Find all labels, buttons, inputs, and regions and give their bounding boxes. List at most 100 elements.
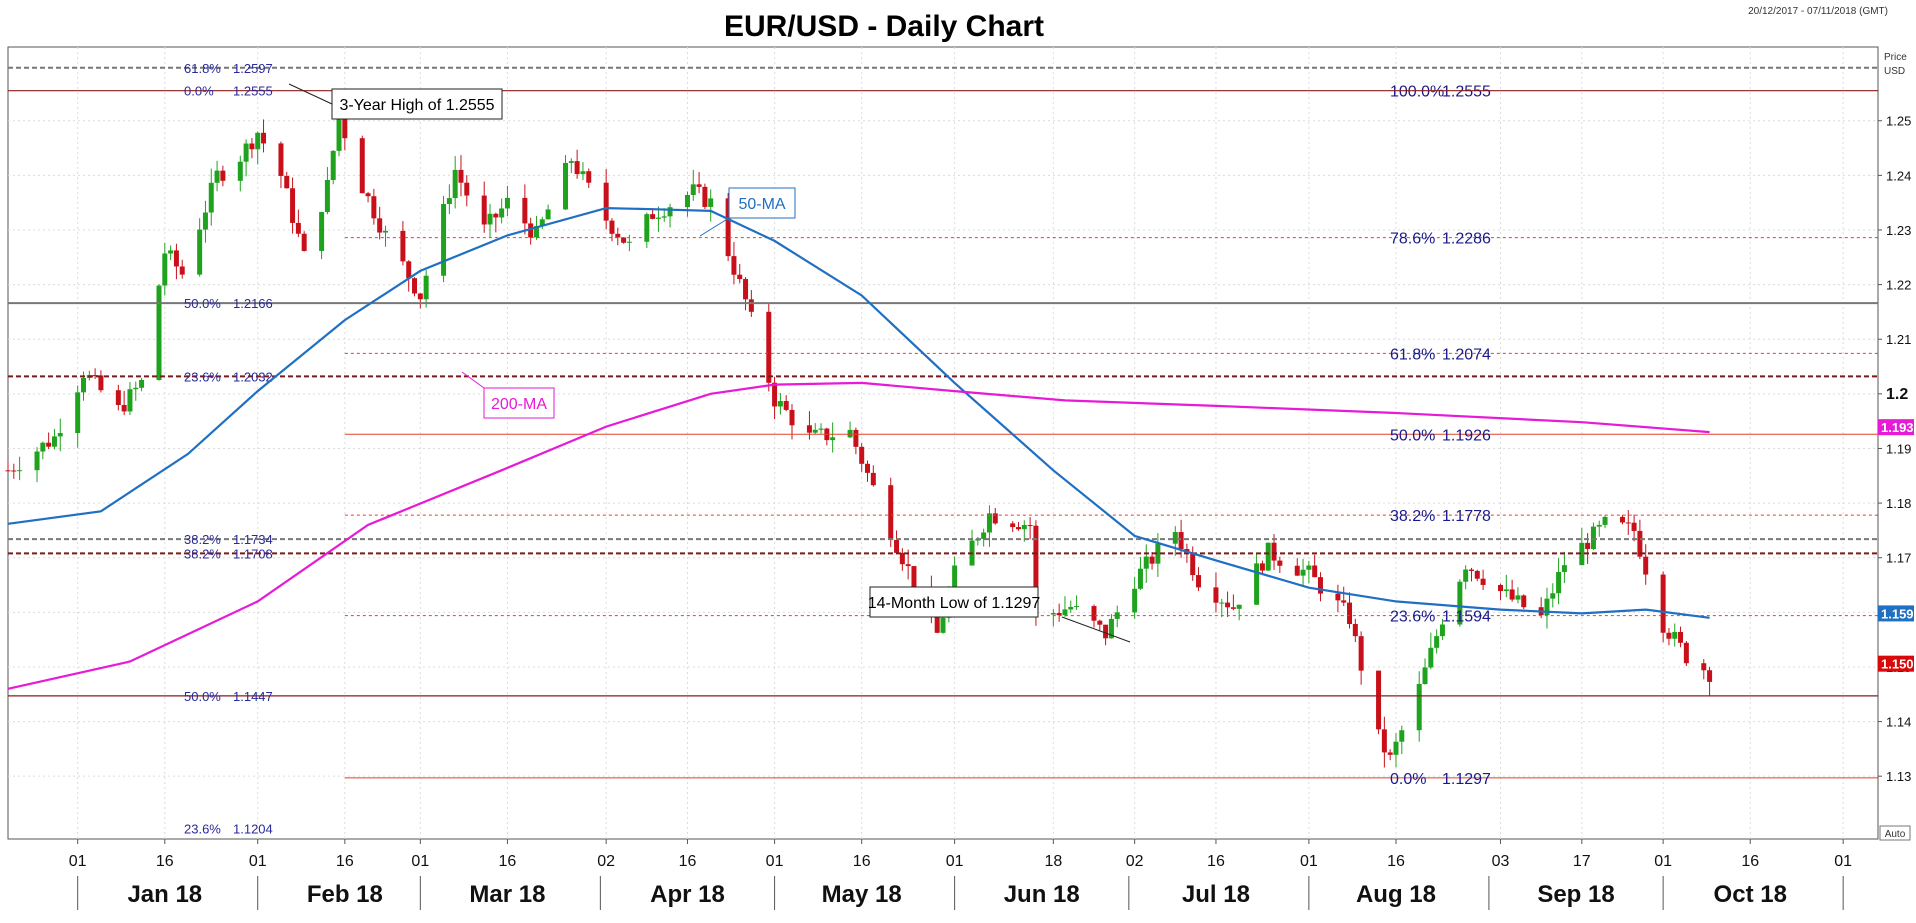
- candle-body: [1701, 663, 1707, 671]
- x-tick-label: 03: [1492, 853, 1510, 870]
- candle: [737, 263, 743, 284]
- candle-body: [655, 217, 661, 219]
- candle-body: [894, 539, 900, 553]
- candle: [504, 185, 510, 217]
- annotation-box: [483, 387, 555, 419]
- candle-body: [1021, 525, 1027, 530]
- y-tick-label: 1.14: [1886, 715, 1911, 730]
- moving-averages: [7, 206, 1710, 690]
- candle-body: [830, 437, 836, 441]
- candle-body: [1149, 556, 1155, 564]
- candle: [1515, 587, 1521, 604]
- candle: [57, 418, 63, 452]
- candle: [1457, 579, 1463, 627]
- candle: [133, 381, 139, 401]
- candle: [208, 168, 214, 226]
- candle-body: [934, 611, 940, 633]
- candle: [1707, 666, 1713, 697]
- currency-axis-label: USD: [1884, 66, 1905, 77]
- candle-body: [51, 436, 57, 447]
- candle-body: [1678, 631, 1684, 643]
- candle-body: [1585, 542, 1591, 550]
- candle-body: [249, 143, 255, 150]
- candle-body: [446, 198, 452, 205]
- candle: [1010, 521, 1016, 533]
- auto-scale-label: Auto: [1885, 829, 1906, 840]
- candle-body: [1631, 522, 1637, 531]
- candle-body: [162, 253, 168, 286]
- candle: [92, 368, 98, 380]
- candle-body: [301, 233, 307, 251]
- x-tick-label: 02: [1126, 853, 1144, 870]
- candle-body: [1643, 556, 1649, 575]
- fib-right-percent: 61.8%: [1390, 346, 1435, 363]
- candle-body: [545, 209, 551, 220]
- candle-body: [1625, 522, 1631, 524]
- candle: [1352, 618, 1358, 643]
- candle-body: [870, 472, 876, 486]
- x-tick-label: 16: [1207, 853, 1225, 870]
- candle: [1143, 544, 1149, 583]
- candle-body: [1306, 565, 1312, 570]
- candle-body: [1544, 598, 1550, 616]
- candle-body: [1561, 565, 1567, 573]
- candle-body: [684, 195, 690, 208]
- candle-body: [1416, 684, 1422, 731]
- candle-body: [156, 285, 162, 380]
- candle-body: [1074, 606, 1080, 608]
- candle-body: [1108, 618, 1114, 639]
- candle-body: [1277, 560, 1283, 566]
- candle-body: [133, 387, 139, 390]
- candle: [1480, 569, 1486, 590]
- candle: [1672, 623, 1678, 647]
- candle: [853, 427, 859, 455]
- chart-title: EUR/USD - Daily Chart: [724, 10, 1044, 43]
- candle: [1114, 605, 1120, 628]
- candle: [1050, 609, 1056, 627]
- x-tick-label: 01: [411, 853, 429, 870]
- candle-body: [528, 223, 534, 238]
- candle-body: [487, 213, 493, 225]
- candle-body: [1259, 563, 1265, 571]
- candle-body: [377, 218, 383, 233]
- candle-body: [1312, 565, 1318, 578]
- candle: [1091, 604, 1097, 628]
- candle-body: [173, 250, 179, 267]
- candle: [586, 168, 592, 188]
- candle-body: [748, 299, 754, 312]
- candle: [458, 155, 464, 197]
- candle: [359, 135, 365, 194]
- x-tick-label: 16: [679, 853, 697, 870]
- candle-body: [1376, 670, 1382, 730]
- candle-body: [1672, 631, 1678, 639]
- fib-right-price: 1.1297: [1442, 771, 1491, 788]
- ma-line: [7, 206, 1710, 619]
- candle-body: [1358, 636, 1364, 671]
- candle: [301, 231, 307, 252]
- candle-body: [1474, 570, 1480, 579]
- candle-body: [621, 237, 627, 243]
- candle-body: [504, 197, 510, 209]
- candle-body: [1393, 741, 1399, 755]
- candle-body: [696, 184, 702, 187]
- candle-body: [382, 230, 388, 233]
- candle-body: [603, 182, 609, 221]
- candle-body: [481, 195, 487, 225]
- candle: [609, 218, 615, 242]
- candle-body: [992, 513, 998, 524]
- auto-scale-button[interactable]: [1879, 825, 1911, 841]
- candle-body: [34, 451, 40, 471]
- x-tick-label: 16: [499, 853, 517, 870]
- candle-body: [667, 207, 673, 217]
- candle: [197, 218, 203, 277]
- candle-body: [1347, 602, 1353, 624]
- candle: [1103, 624, 1109, 646]
- fib-left-percent: 50.0%: [184, 689, 221, 704]
- x-tick-label: 01: [249, 853, 267, 870]
- candle: [1265, 542, 1271, 571]
- annotation-label: 50-MA: [738, 196, 785, 213]
- candle: [1294, 558, 1300, 577]
- candle-body: [237, 161, 243, 181]
- candle-body: [905, 564, 911, 567]
